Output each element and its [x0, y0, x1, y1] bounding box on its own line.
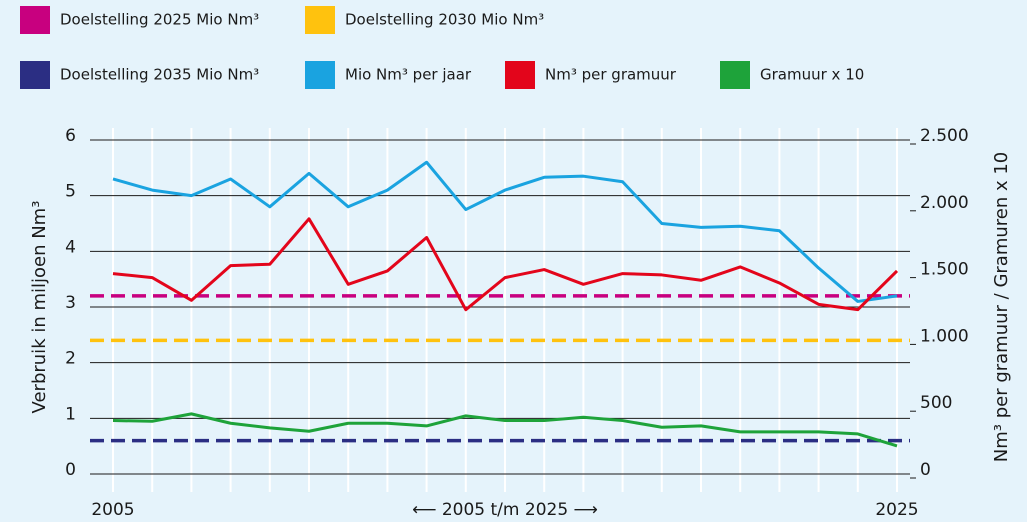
y2-tick-label: 0	[920, 460, 931, 480]
y-tick-label: 6	[65, 126, 76, 146]
legend-swatch	[505, 61, 535, 89]
legend-swatch	[305, 6, 335, 34]
legend-label: Gramuur x 10	[760, 66, 864, 84]
x-tick-label: 2005	[91, 500, 134, 520]
y-tick-label: 2	[65, 349, 76, 369]
legend-swatch	[20, 6, 50, 34]
legend-swatch	[20, 61, 50, 89]
y2-tick-label: 1.500	[920, 260, 969, 280]
y2-tick-label: 500	[920, 393, 952, 413]
legend-label: Nm³ per gramuur	[545, 66, 677, 84]
legend-label: Doelstelling 2025 Mio Nm³	[60, 11, 259, 29]
x-axis-label: ⟵ 2005 t/m 2025 ⟶	[412, 500, 598, 520]
y-tick-label: 0	[65, 460, 76, 480]
legend-label: Doelstelling 2035 Mio Nm³	[60, 66, 259, 84]
y2-axis-label: Nm³ per gramuur / Gramuren x 10	[991, 152, 1012, 462]
series-line	[112, 160, 898, 303]
legend-label: Mio Nm³ per jaar	[345, 66, 472, 84]
y-tick-label: 4	[65, 237, 76, 257]
y2-tick-label: 2.500	[920, 126, 969, 146]
y-tick-label: 1	[65, 404, 76, 424]
series-line	[112, 217, 899, 312]
legend-swatch	[305, 61, 335, 89]
legend-swatch	[720, 61, 750, 89]
y-axis-label: Verbruik in miljoen Nm³	[29, 201, 50, 414]
y-tick-label: 5	[65, 182, 76, 202]
y2-tick-label: 2.000	[920, 193, 969, 213]
y2-tick-label: 1.000	[920, 326, 969, 346]
legend-label: Doelstelling 2030 Mio Nm³	[345, 11, 544, 29]
series-line	[112, 412, 898, 448]
x-tick-label: 2025	[875, 500, 918, 520]
y-tick-label: 3	[65, 293, 76, 313]
